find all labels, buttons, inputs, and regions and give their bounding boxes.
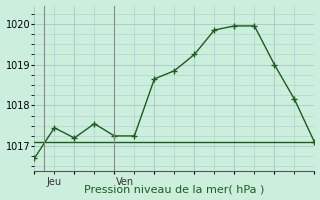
Text: Jeu: Jeu bbox=[46, 177, 61, 187]
X-axis label: Pression niveau de la mer( hPa ): Pression niveau de la mer( hPa ) bbox=[84, 184, 265, 194]
Text: Ven: Ven bbox=[116, 177, 134, 187]
